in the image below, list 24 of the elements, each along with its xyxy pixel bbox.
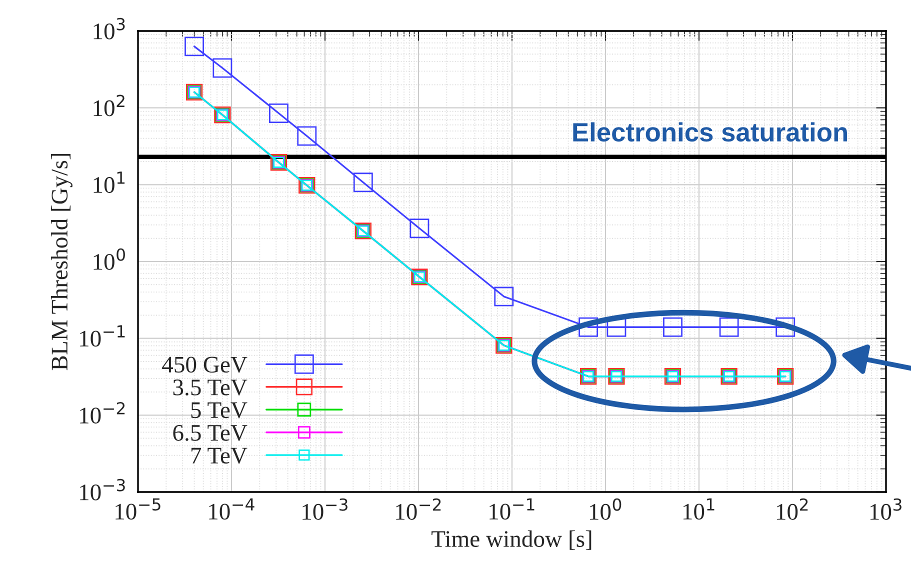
legend-label: 450 GeV bbox=[162, 356, 248, 373]
y-tick-label: 10$^{−2}$ bbox=[80, 402, 125, 424]
y-tick-label: 10$^{−1}$ bbox=[80, 325, 125, 347]
y-tick-label: 10$^{−3}$ bbox=[80, 478, 125, 500]
x-tick-label: 10$^{−2}$ bbox=[396, 498, 441, 520]
y-tick-label: 10$^{1}$ bbox=[94, 172, 125, 193]
legend-label: 3.5 TeV bbox=[173, 380, 248, 396]
x-tick-label: 10$^{2}$ bbox=[776, 498, 808, 520]
x-tick-label: 10$^{3}$ bbox=[870, 498, 902, 520]
legend-label: 6.5 TeV bbox=[173, 424, 248, 441]
x-tick-label: 10$^{−1}$ bbox=[490, 498, 534, 520]
y-tick-label: 10$^{3}$ bbox=[94, 18, 125, 40]
legend-label: 5 TeV bbox=[191, 402, 248, 418]
x-tick-label: 10$^{−4}$ bbox=[209, 498, 254, 520]
x-tick-label: 10$^{0}$ bbox=[590, 498, 622, 520]
x-tick-label: 10$^{1}$ bbox=[683, 498, 714, 520]
x-tick-label: 10$^{−5}$ bbox=[116, 498, 160, 520]
y-tick-label: 10$^{2}$ bbox=[94, 94, 124, 116]
x-tick-label: 10$^{−3}$ bbox=[302, 498, 348, 520]
x-axis-title: Time window [s] bbox=[432, 530, 592, 550]
ref-line-label: Electronics saturation bbox=[573, 122, 847, 142]
y-axis-title: BLM Threshold [Gy/s] bbox=[50, 154, 72, 370]
legend-label: 7 TeV bbox=[191, 448, 248, 464]
y-tick-label: 10$^{0}$ bbox=[94, 248, 125, 270]
